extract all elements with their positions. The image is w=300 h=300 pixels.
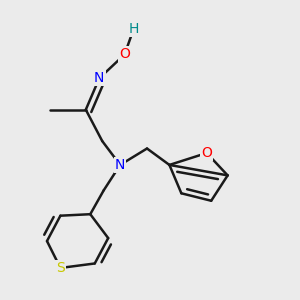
- Text: S: S: [56, 261, 65, 275]
- Text: N: N: [115, 158, 125, 172]
- Text: O: O: [119, 47, 130, 61]
- Text: O: O: [201, 146, 212, 160]
- Text: N: N: [94, 71, 104, 85]
- Text: H: H: [128, 22, 139, 36]
